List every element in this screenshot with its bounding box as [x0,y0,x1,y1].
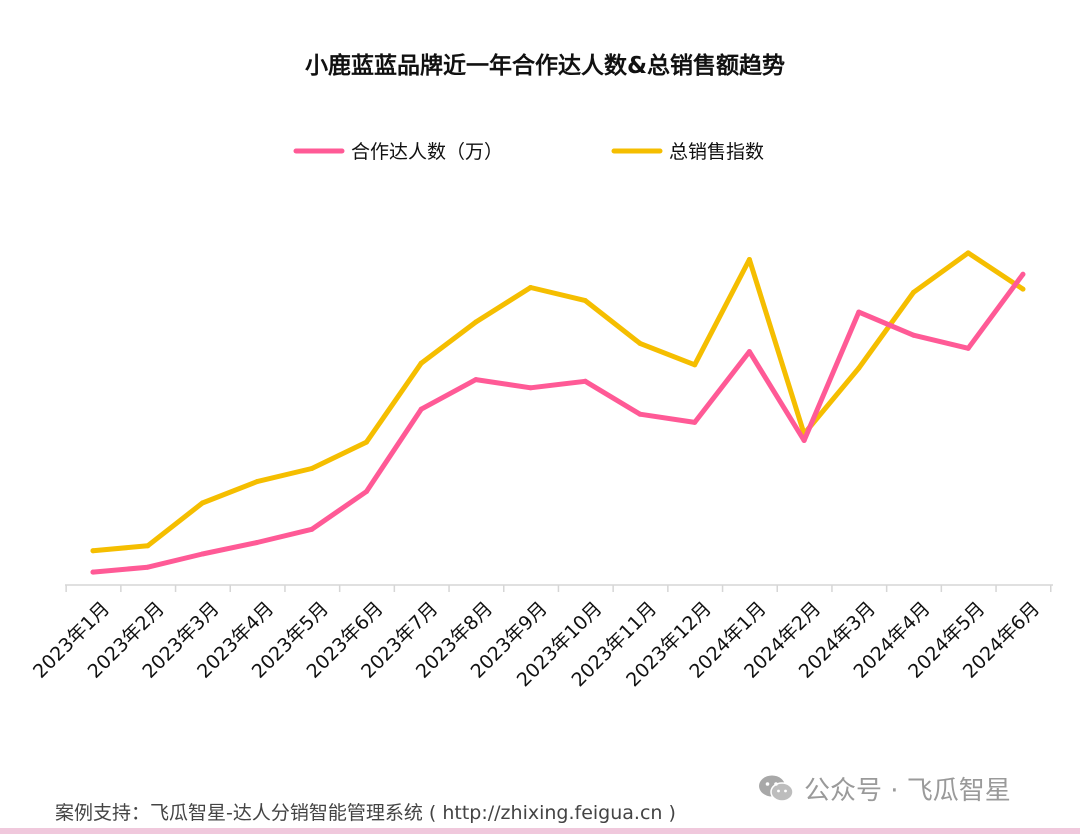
data-point [199,500,205,506]
data-point [528,385,534,391]
data-point [418,360,424,366]
data-point [145,543,151,549]
data-point [309,466,315,471]
series-line [90,250,1026,554]
data-point [911,332,916,338]
data-point [692,419,698,425]
data-point [473,377,479,383]
data-point [746,349,752,355]
data-point [856,309,862,315]
data-point [1020,271,1026,277]
bottom-border [0,828,1080,834]
data-point [856,365,862,371]
data-point [1020,286,1026,292]
data-point [90,548,96,554]
data-point [637,340,643,346]
data-point [582,298,588,304]
data-point [965,250,971,256]
series-2 [90,250,1026,554]
data-point [199,551,205,557]
data-point [637,411,643,417]
chart-title: 小鹿蓝蓝品牌近一年合作达人数&总销售额趋势 [305,52,785,79]
data-point [965,345,971,351]
wechat-icon [758,774,794,804]
data-point [911,289,916,295]
watermark-text: 公众号 · 飞瓜智星 [804,776,1011,806]
legend-label: 总销售指数 [669,141,764,163]
data-point [309,526,315,532]
data-point [473,319,479,325]
data-point [746,257,752,262]
x-axis-ticks: 2023年1月2023年2月2023年3月2023年4月2023年5月2023年… [29,585,1052,691]
series-1 [90,271,1026,575]
footer-credit: 案例支持：飞瓜智星-达人分销智能管理系统 ( http://zhixing.fe… [55,802,676,824]
data-point [254,479,260,485]
data-point [254,540,260,545]
series-line [90,271,1026,575]
data-point [364,439,369,445]
series-layer [90,250,1026,575]
wechat-watermark: 公众号 · 飞瓜智星 [758,770,1011,807]
data-point [90,569,96,575]
data-point [528,285,534,290]
data-point [692,362,698,368]
data-point [801,438,807,443]
data-point [418,406,424,412]
legend-label: 合作达人数（万） [351,141,503,163]
data-point [582,378,588,384]
chart-legend: 合作达人数（万） 总销售指数 [293,141,764,163]
data-point [145,564,151,570]
data-point [364,489,369,494]
